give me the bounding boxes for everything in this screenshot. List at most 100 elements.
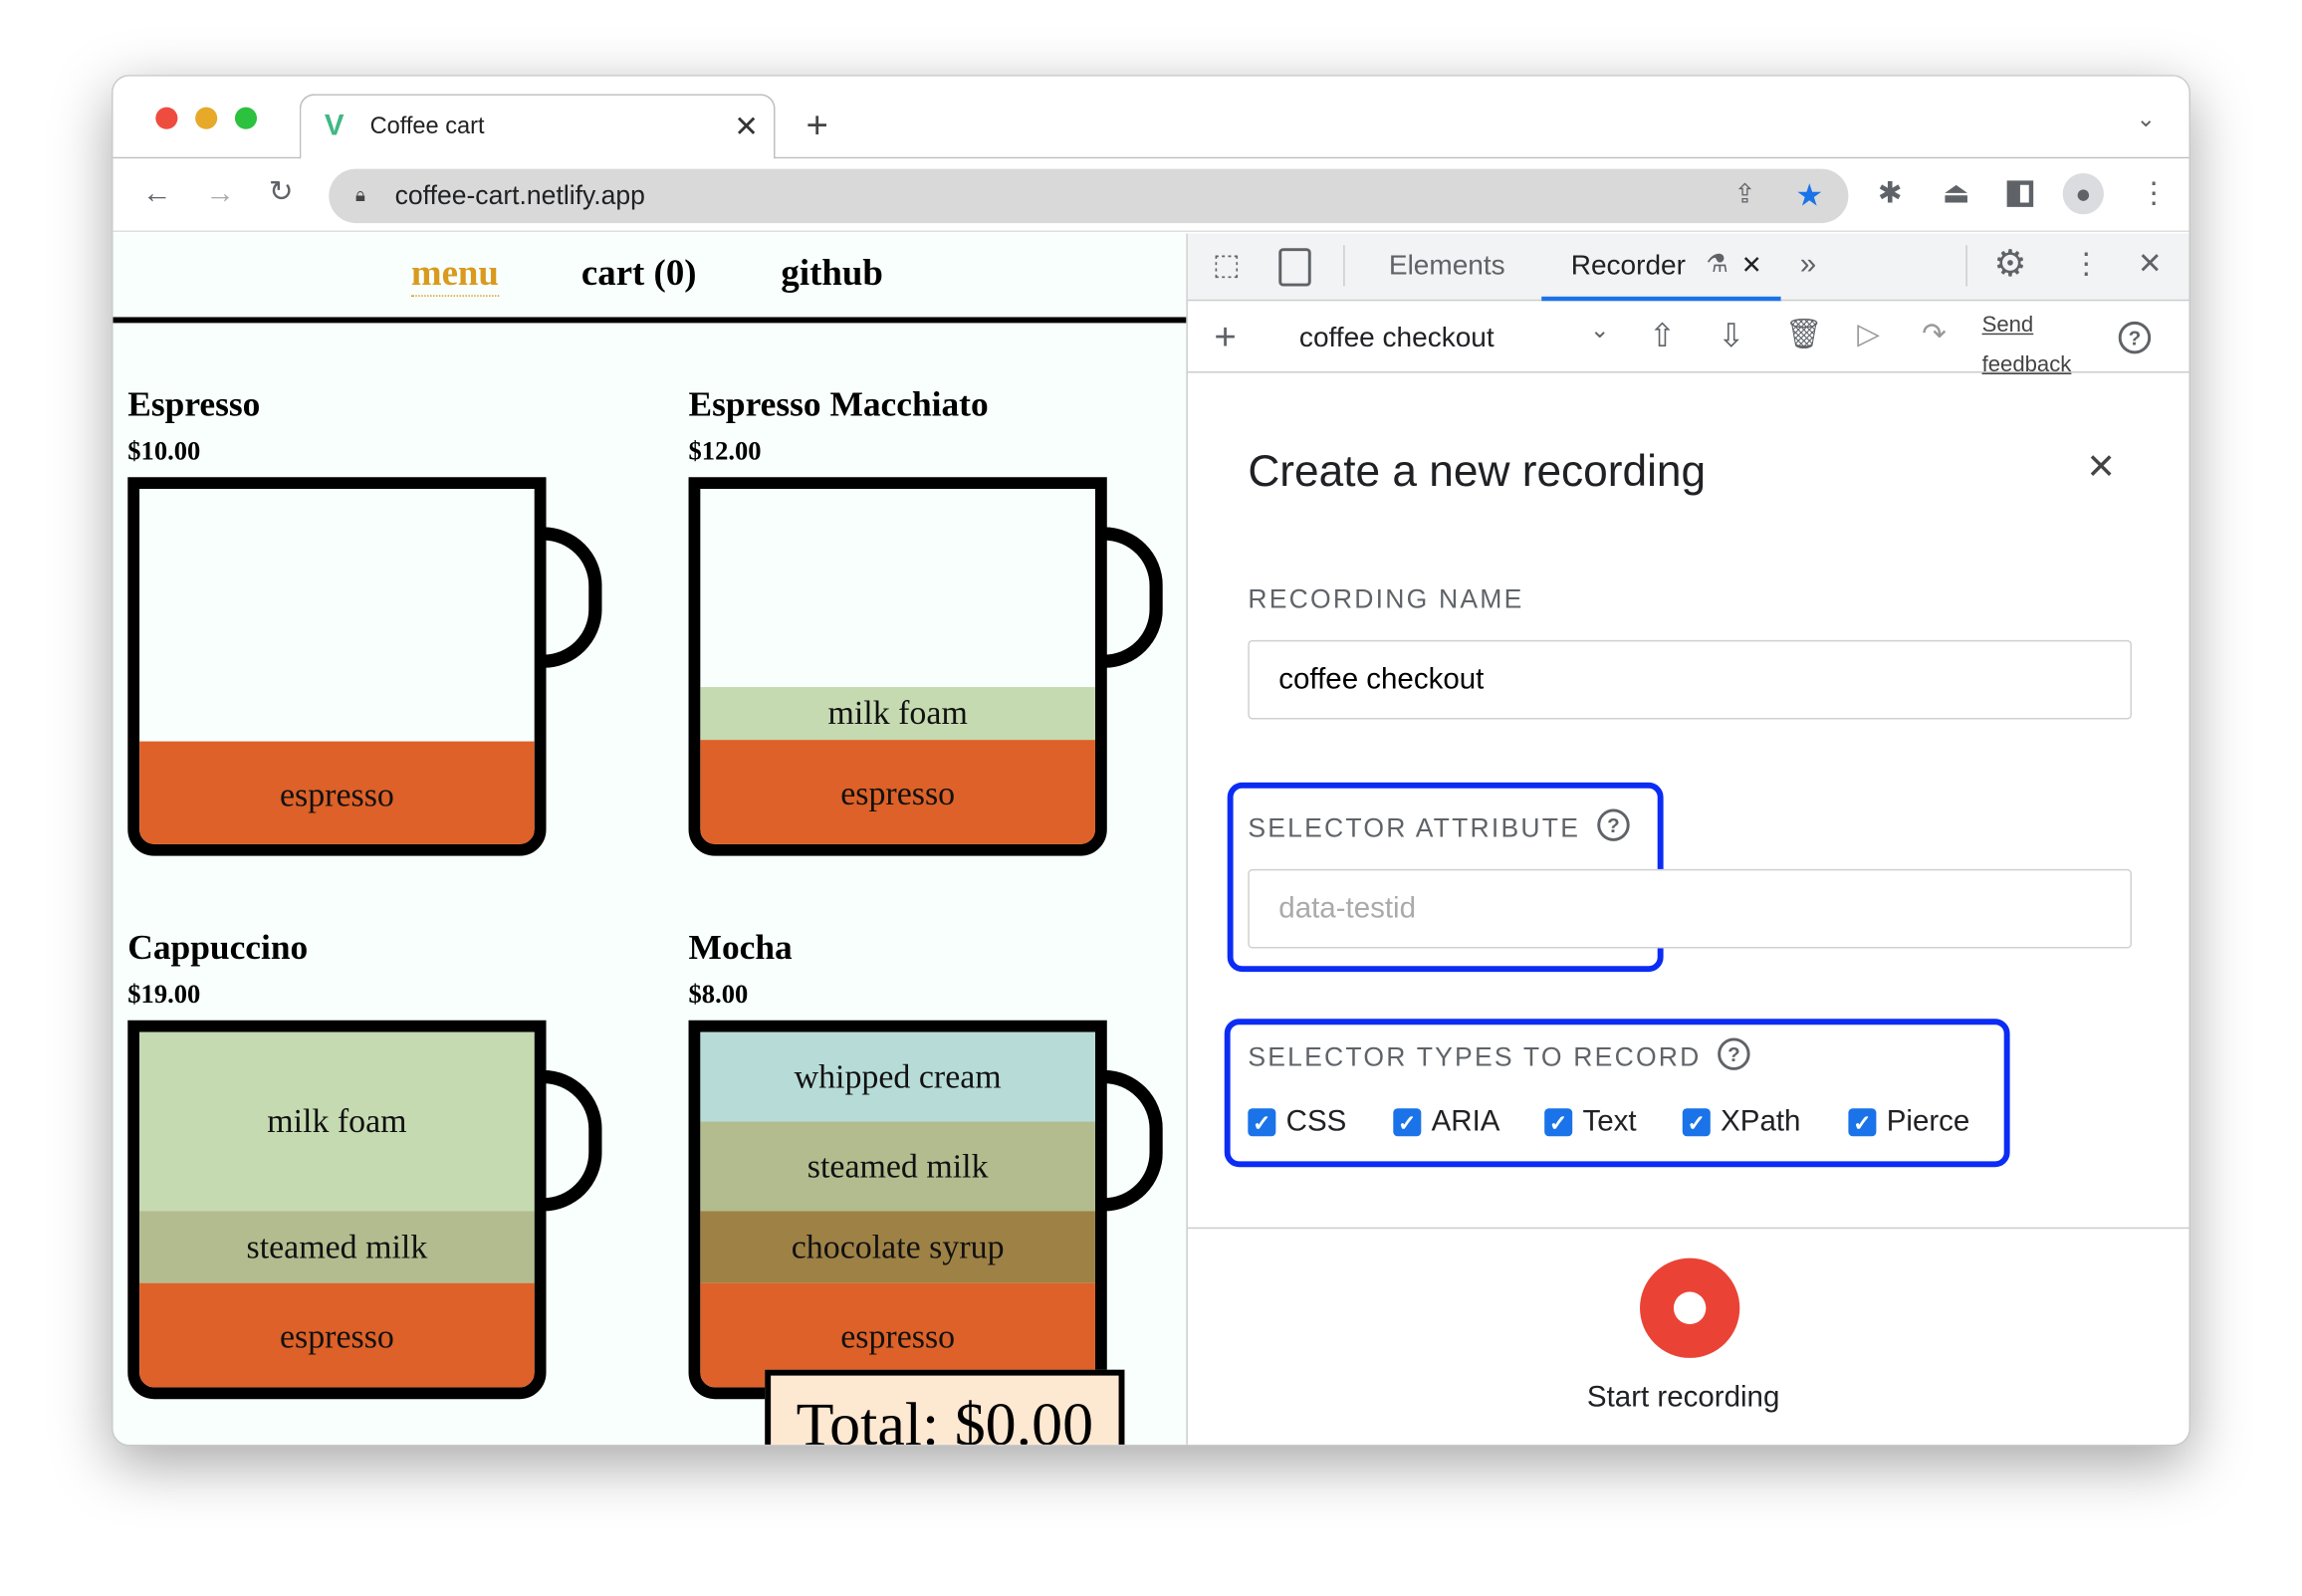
selector-attribute-input[interactable]: data-testid: [1248, 868, 2132, 949]
devtools-menu-icon[interactable]: ⋮: [2071, 248, 2102, 281]
device-toolbar-icon[interactable]: [1278, 248, 1311, 287]
extensions-icon[interactable]: ✱: [1877, 177, 1903, 210]
devtools-panel: ⬚ Elements Recorder ⚗ ✕ » ⚙ ⋮ ✕ + coffee…: [1186, 233, 2189, 1445]
ingredient-layer: espresso: [139, 1282, 535, 1388]
side-panel-icon[interactable]: [2006, 180, 2034, 207]
cup-button[interactable]: espresso: [127, 477, 547, 856]
tab-search-chevron-icon[interactable]: ⌄: [2136, 107, 2157, 132]
feedback-text: feedback: [1981, 351, 2072, 377]
ingredient-label: milk foam: [827, 694, 968, 732]
product-name: Mocha: [688, 929, 793, 968]
close-tab-icon[interactable]: ✕: [734, 112, 759, 144]
share-icon[interactable]: ⇪: [1733, 178, 1756, 209]
ingredient-layer: espresso: [139, 741, 535, 844]
forward-icon[interactable]: →: [205, 177, 235, 210]
ingredient-label: espresso: [840, 1317, 956, 1355]
start-recording-label: Start recording: [1586, 1381, 1780, 1414]
selector-type-label: CSS: [1285, 1105, 1347, 1138]
ingredient-layer: steamed milk: [700, 1121, 1095, 1212]
new-recording-icon[interactable]: +: [1214, 314, 1237, 358]
replay-icon[interactable]: ▷: [1857, 318, 1880, 351]
new-tab-icon[interactable]: +: [806, 103, 828, 147]
cup-button[interactable]: milk foam espresso: [688, 477, 1107, 856]
nav-github-link[interactable]: github: [781, 254, 883, 294]
ingredient-layer: chocolate syrup: [700, 1211, 1095, 1283]
delete-trash-icon[interactable]: 🗑︎: [1784, 318, 1823, 351]
cart-total-button[interactable]: Total: $0.00: [765, 1369, 1125, 1447]
nav-menu-link[interactable]: menu: [410, 254, 499, 297]
settings-gear-icon[interactable]: ⚙: [1993, 243, 2027, 286]
omnibox[interactable]: 🔒︎ coffee-cart.netlify.app ⇪ ★: [329, 168, 1849, 224]
product-name: Espresso: [127, 385, 261, 425]
back-icon[interactable]: ←: [142, 177, 172, 210]
export-upload-icon[interactable]: ⇧: [1648, 317, 1677, 354]
selector-type-checkbox[interactable]: ✓ Pierce: [1848, 1105, 1969, 1139]
selector-type-label: XPath: [1721, 1105, 1801, 1138]
tab-elements[interactable]: Elements: [1388, 251, 1505, 283]
send-feedback-link[interactable]: Send feedback: [1982, 306, 2072, 385]
vue-favicon-icon: V: [324, 110, 345, 143]
checkbox-check-icon: ✓: [1848, 1108, 1877, 1137]
browser-window: V Coffee cart ✕ + ⌄ ← → ↻ 🔒︎ coffee-cart…: [112, 75, 2190, 1447]
product-price: $8.00: [688, 979, 749, 1009]
checkbox-check-icon: ✓: [1248, 1108, 1276, 1137]
devtools-tab-bar: ⬚ Elements Recorder ⚗ ✕ » ⚙ ⋮ ✕: [1187, 233, 2189, 302]
selector-type-checkbox[interactable]: ✓ ARIA: [1393, 1105, 1499, 1139]
recording-name-input[interactable]: coffee checkout: [1248, 639, 2132, 720]
replay-settings-icon[interactable]: ↷: [1922, 318, 1947, 351]
lock-icon: 🔒︎: [354, 183, 366, 206]
close-window-button[interactable]: [155, 107, 178, 129]
selector-types-highlight: [1224, 1019, 2010, 1168]
total-text: Total: $0.00: [796, 1391, 1094, 1447]
ingredient-label: chocolate syrup: [791, 1228, 1005, 1265]
dialog-title: Create a new recording: [1248, 447, 1707, 497]
close-devtools-icon[interactable]: ✕: [2137, 248, 2163, 281]
recording-select[interactable]: coffee checkout ⌄: [1275, 315, 1622, 361]
tab-recorder[interactable]: Recorder ⚗ ✕: [1541, 233, 1781, 302]
minimize-window-button[interactable]: [195, 107, 218, 129]
selector-type-checkbox[interactable]: ✓ XPath: [1682, 1105, 1801, 1139]
recording-name-value: coffee checkout: [1278, 662, 1485, 696]
recording-select-value: coffee checkout: [1298, 323, 1495, 354]
import-download-icon[interactable]: ⇩: [1718, 317, 1745, 354]
record-dot-icon: [1673, 1291, 1707, 1324]
ingredient-label: steamed milk: [246, 1228, 428, 1265]
experimental-flask-icon: ⚗: [1706, 249, 1728, 278]
recording-name-label: RECORDING NAME: [1248, 583, 1524, 614]
ingredient-label: whipped cream: [794, 1057, 1002, 1095]
selector-type-checkbox[interactable]: ✓ Text: [1544, 1105, 1637, 1139]
bookmark-star-icon[interactable]: ★: [1795, 178, 1824, 213]
reload-icon[interactable]: ↻: [268, 175, 294, 209]
ingredient-label: espresso: [279, 776, 394, 813]
browser-tab[interactable]: V Coffee cart ✕: [299, 94, 776, 160]
product-name: Cappuccino: [127, 929, 309, 968]
ingredient-label: espresso: [279, 1317, 394, 1355]
ingredient-label: espresso: [840, 774, 956, 811]
chrome-menu-icon[interactable]: ⋮: [2139, 177, 2169, 210]
send-text: Send: [1981, 313, 2034, 339]
selector-type-label: Text: [1582, 1105, 1637, 1138]
cup-button[interactable]: milk foam steamed milk espresso: [127, 1020, 547, 1400]
close-dialog-icon[interactable]: ✕: [2086, 447, 2116, 488]
profile-avatar-icon[interactable]: ●: [2062, 172, 2104, 215]
cup-button[interactable]: whipped cream steamed milk chocolate syrup…: [688, 1020, 1107, 1400]
selector-attribute-help-icon[interactable]: ?: [1597, 808, 1630, 841]
nav-cart-link[interactable]: cart (0): [580, 254, 697, 294]
selector-types-label: SELECTOR TYPES TO RECORD: [1248, 1041, 1702, 1072]
selector-type-checkbox[interactable]: ✓ CSS: [1248, 1105, 1346, 1139]
close-recorder-tab-icon[interactable]: ✕: [1740, 251, 1762, 280]
start-recording-button[interactable]: [1640, 1257, 1740, 1358]
product-name: Espresso Macchiato: [688, 385, 989, 425]
ingredient-layer: milk foam: [139, 1031, 535, 1212]
more-tabs-icon[interactable]: »: [1799, 248, 1817, 281]
ingredient-label: steamed milk: [806, 1147, 989, 1185]
product-price: $19.00: [127, 979, 201, 1009]
help-icon[interactable]: ?: [2118, 321, 2152, 354]
selector-types-help-icon[interactable]: ?: [1718, 1037, 1750, 1070]
labs-flask-icon[interactable]: ⏏: [1942, 177, 1970, 210]
checkbox-check-icon: ✓: [1393, 1108, 1422, 1137]
maximize-window-button[interactable]: [234, 107, 258, 129]
inspect-element-icon[interactable]: ⬚: [1212, 249, 1241, 283]
ingredient-label: milk foam: [267, 1102, 407, 1140]
chevron-down-icon: ⌄: [1589, 318, 1610, 344]
